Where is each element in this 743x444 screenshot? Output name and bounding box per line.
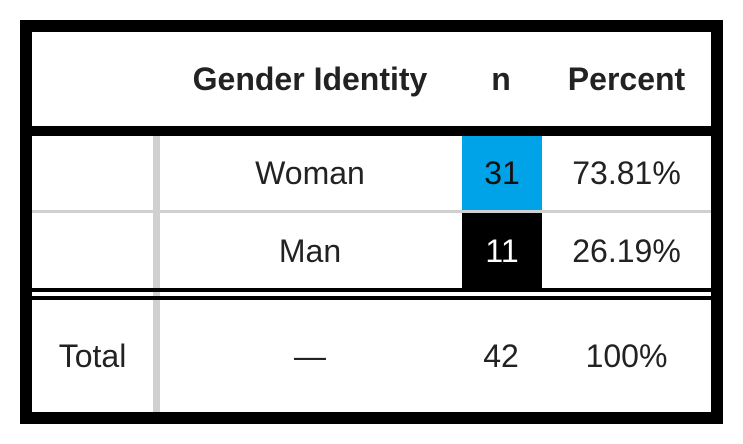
total-count: 42 <box>483 338 519 374</box>
header-n: n <box>491 61 511 97</box>
row-label <box>32 213 153 288</box>
gender-man: Man <box>278 232 342 269</box>
row-divider <box>32 210 711 213</box>
header-gender-identity: Gender Identity <box>192 61 428 97</box>
total-percent: 100% <box>585 338 668 374</box>
table-frame: Gender Identity n Percent Woman 31 73.81… <box>20 20 723 424</box>
row-label <box>32 136 153 210</box>
percent-man: 26.19% <box>572 232 681 269</box>
total-gender: — <box>294 338 326 374</box>
total-label: Total <box>58 338 127 374</box>
header-percent: Percent <box>567 61 686 97</box>
total-rule-bottom <box>32 296 711 300</box>
header-rule <box>32 126 711 136</box>
header-category <box>32 32 160 126</box>
count-man: 11 <box>462 213 542 288</box>
percent-woman: 73.81% <box>572 155 681 191</box>
gender-identity-table: Gender Identity n Percent Woman 31 73.81… <box>32 32 711 412</box>
first-column-separator <box>153 136 160 412</box>
count-woman: 31 <box>462 136 542 210</box>
gender-woman: Woman <box>255 155 365 191</box>
total-rule-top <box>32 288 711 292</box>
